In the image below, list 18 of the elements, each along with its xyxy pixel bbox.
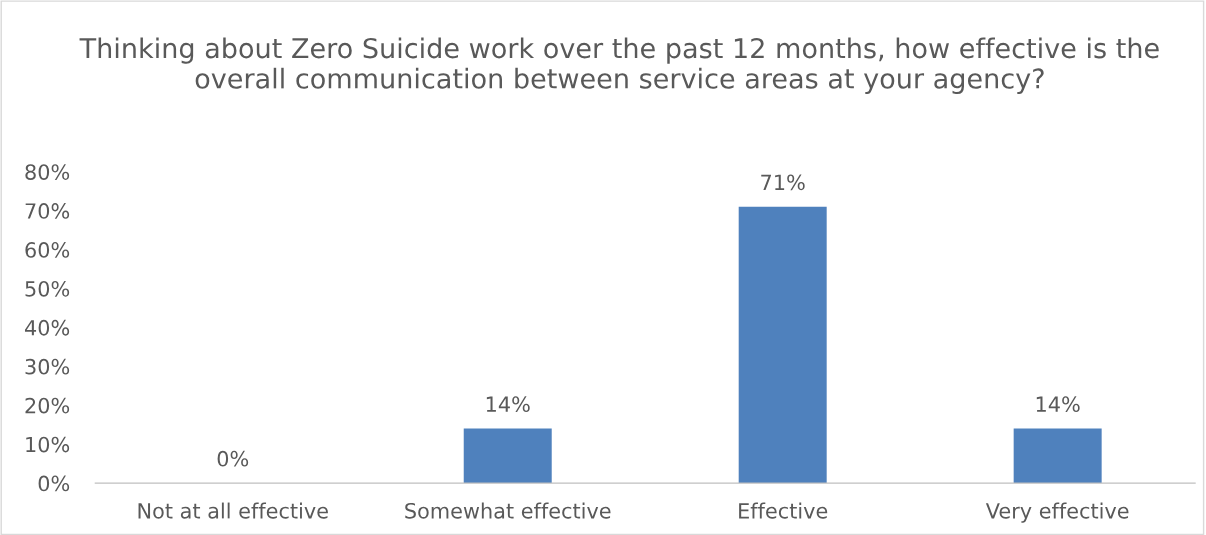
- x-tick-label: Very effective: [985, 502, 1129, 523]
- y-tick-label: 10%: [26, 436, 70, 453]
- y-tick-label: 70%: [25, 203, 70, 219]
- data-label: 0%: [217, 450, 249, 467]
- data-label: 14%: [486, 396, 530, 413]
- chart-title: Thinking about Zero Suicide work over the past 12 months, how effective is the overall communication between service areas at your agency?: [79, 37, 1159, 94]
- x-tick-label: Effective: [739, 502, 828, 519]
- y-tick-label: 0%: [38, 475, 70, 492]
- x-tick-label: Not at all effective: [138, 502, 328, 519]
- y-tick-label: 80%: [25, 164, 70, 180]
- y-tick-label: 20%: [25, 397, 70, 414]
- y-tick-label: 50%: [25, 280, 70, 297]
- data-label: 14%: [1036, 396, 1080, 413]
- x-tick-label: Somewhat effective: [405, 502, 611, 519]
- y-tick-label: 60%: [25, 242, 70, 258]
- data-label: 71%: [761, 174, 805, 191]
- y-tick-label: 40%: [24, 319, 70, 336]
- y-tick-label: 30%: [25, 358, 70, 375]
